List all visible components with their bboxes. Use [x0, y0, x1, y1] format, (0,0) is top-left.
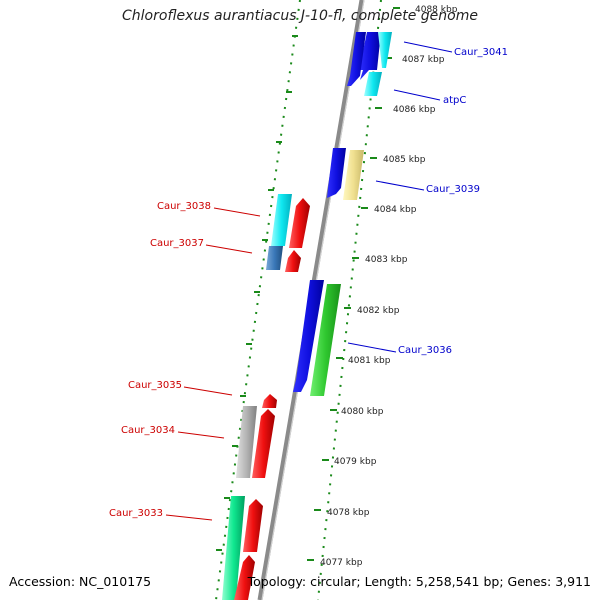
scale-tick-4082: 4082 kbp: [357, 306, 400, 316]
gene-caur-3038[interactable]: [271, 194, 292, 246]
scale-tick-4078: 4078 kbp: [327, 508, 370, 518]
label-caur-3035[interactable]: Caur_3035: [128, 380, 182, 391]
gene-red-3033b[interactable]: [243, 499, 263, 552]
label-caur-3038[interactable]: Caur_3038: [157, 201, 211, 212]
scale-tick-4083: 4083 kbp: [365, 255, 408, 265]
reverse-leader-lines: [165, 207, 261, 521]
scale-tick-4087: 4087 kbp: [402, 55, 445, 65]
gene-caur-3036[interactable]: [310, 284, 341, 396]
genome-title: Chloroflexus aurantiacus J-10-fl, comple…: [122, 8, 478, 24]
inner-track-dots: [215, 0, 301, 600]
accession-text: Accession: NC_010175: [9, 574, 152, 589]
label-caur-3037[interactable]: Caur_3037: [150, 238, 204, 249]
gene-caur-3041[interactable]: [359, 32, 381, 80]
label-caur-3034[interactable]: Caur_3034: [121, 425, 175, 436]
scale-tick-4086: 4086 kbp: [393, 105, 436, 115]
scale-tick-4077: 4077 kbp: [320, 558, 363, 568]
gene-caur-3034[interactable]: [236, 406, 257, 478]
gene-caur-3039[interactable]: [343, 150, 364, 200]
gene-blue-4087[interactable]: [347, 32, 366, 86]
gene-caur-3035[interactable]: [262, 394, 277, 408]
forward-leader-lines: [347, 41, 453, 353]
inner-track-dashes: [216, 35, 298, 551]
gene-atpc[interactable]: [364, 72, 382, 96]
gene-caur-3041-cyan[interactable]: [378, 32, 392, 68]
gene-caur-3037[interactable]: [266, 246, 283, 270]
scale-tick-4081: 4081 kbp: [348, 356, 391, 366]
genome-summary-text: Topology: circular; Length: 5,258,541 bp…: [247, 574, 591, 589]
gene-red-3033c[interactable]: [234, 555, 255, 600]
scale-tick-4080: 4080 kbp: [341, 407, 384, 417]
gene-blue-4085[interactable]: [327, 148, 346, 198]
label-atpc[interactable]: atpC: [443, 95, 466, 106]
outer-track-dots: [317, 0, 382, 600]
gene-blue-4081[interactable]: [293, 280, 324, 392]
scale-tick-4088: 4088 kbp: [415, 5, 458, 15]
gene-red-3037b[interactable]: [285, 250, 301, 272]
label-caur-3036[interactable]: Caur_3036: [398, 345, 452, 356]
scale-tick-4079: 4079 kbp: [334, 457, 377, 467]
outer-track-ticks: [307, 7, 400, 561]
label-caur-3041[interactable]: Caur_3041: [454, 47, 508, 58]
gene-red-3038b[interactable]: [289, 198, 310, 248]
scale-tick-4085: 4085 kbp: [383, 155, 426, 165]
gene-red-3034b[interactable]: [252, 409, 275, 478]
label-caur-3033[interactable]: Caur_3033: [109, 508, 163, 519]
gene-caur-3033[interactable]: [222, 496, 245, 600]
label-caur-3039[interactable]: Caur_3039: [426, 184, 480, 195]
scale-tick-4084: 4084 kbp: [374, 205, 417, 215]
